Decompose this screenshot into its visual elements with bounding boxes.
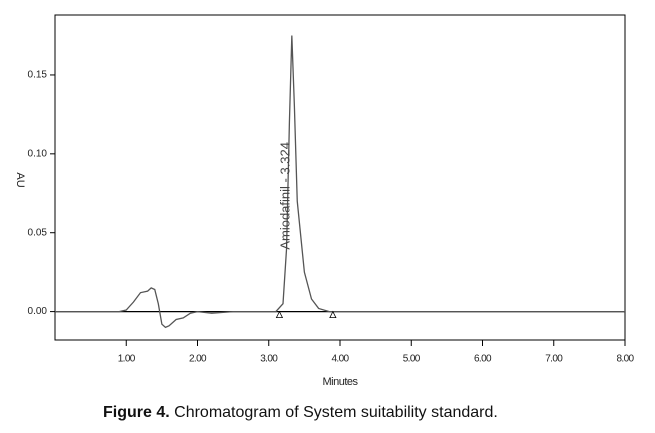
x-tick-label: 8.00 <box>616 354 634 365</box>
y-tick-label: 0.10 <box>28 148 48 159</box>
caption: Figure 4. Chromatogram of System suitabi… <box>103 404 498 421</box>
trace <box>55 35 625 329</box>
caption-label: Figure 4. <box>103 404 170 421</box>
plot-frame <box>54 14 626 341</box>
caption-text: Chromatogram of System suitability stand… <box>174 404 498 421</box>
x-tick-label: 3.00 <box>260 354 278 365</box>
y-tick-label: 0.00 <box>28 306 48 317</box>
x-tick-label: 1.00 <box>118 354 136 365</box>
x-tick-label: 7.00 <box>545 354 563 365</box>
x-tick-label: 2.00 <box>189 354 207 365</box>
x-tick-label: 6.00 <box>474 354 492 365</box>
x-axis-label: Minutes <box>322 376 358 388</box>
x-tick-label: 5.00 <box>403 354 421 365</box>
x-tick-label: 4.00 <box>331 354 349 365</box>
y-axis-label: AU <box>14 172 26 187</box>
peak-annotation: Amiodafinil - 3.324 <box>277 142 292 250</box>
y-tick-label: 0.05 <box>28 227 48 238</box>
peak-marker <box>275 310 284 319</box>
peak-marker <box>329 310 337 319</box>
y-tick-label: 0.15 <box>28 70 48 81</box>
